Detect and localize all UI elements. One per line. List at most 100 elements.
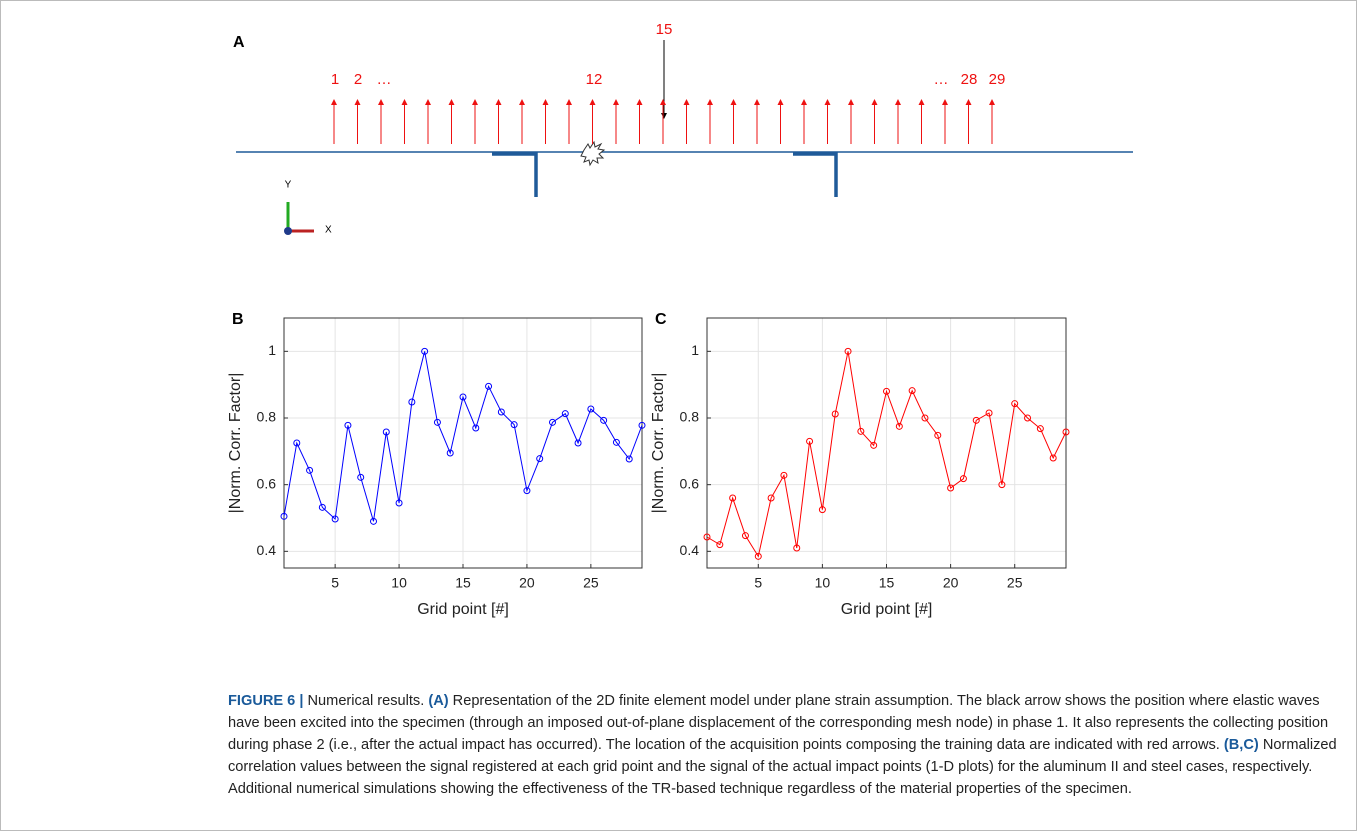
- data-point: [382, 428, 390, 436]
- data-point: [446, 449, 454, 457]
- support: [492, 152, 538, 197]
- data-point: [293, 439, 301, 447]
- axis-label: Y: [285, 180, 292, 191]
- data-point: [831, 410, 839, 418]
- data-point: [780, 471, 788, 479]
- data-point: [921, 414, 929, 422]
- arrow-label: 28: [961, 71, 978, 88]
- caption: FIGURE 6 | Numerical results. (A) Repres…: [228, 690, 1338, 800]
- data-point: [408, 398, 416, 406]
- data-point: [741, 532, 749, 540]
- x-tick-label: 15: [879, 575, 895, 591]
- arrow-label: 12: [586, 71, 603, 88]
- caption-segment: Numerical results.: [303, 693, 429, 709]
- data-point: [612, 438, 620, 446]
- data-point: [767, 494, 775, 502]
- data-point: [357, 473, 365, 481]
- data-point: [895, 422, 903, 430]
- data-point: [1049, 454, 1057, 462]
- x-axis-label: Grid point [#]: [417, 601, 509, 618]
- data-point: [370, 517, 377, 525]
- plot-frame: [283, 317, 643, 569]
- panel-label: C: [655, 311, 667, 328]
- arrow-label: 1: [331, 71, 339, 88]
- impact-label: 15: [656, 21, 673, 38]
- y-tick-label: 1: [268, 342, 276, 358]
- data-point: [844, 347, 852, 355]
- y-tick-label: 0.4: [257, 542, 277, 558]
- data-point: [433, 418, 441, 426]
- y-tick-label: 0.8: [680, 409, 700, 425]
- axis-label: X: [325, 225, 332, 236]
- y-tick-label: 0.4: [680, 542, 700, 558]
- data-line: [283, 351, 643, 522]
- data-point: [703, 533, 711, 541]
- data-point: [806, 437, 814, 445]
- caption-segment: Normalized correlation values between th…: [228, 737, 1337, 797]
- data-point: [729, 494, 737, 502]
- data-point: [625, 455, 633, 463]
- y-tick-label: 1: [691, 342, 699, 358]
- data-point: [395, 499, 403, 507]
- data-point: [934, 431, 942, 439]
- data-point: [587, 405, 595, 413]
- support: [793, 152, 838, 197]
- x-tick-label: 15: [455, 575, 471, 591]
- data-point: [459, 393, 467, 401]
- plot-frame: [706, 317, 1067, 569]
- data-point: [497, 408, 505, 416]
- data-point: [1036, 425, 1044, 433]
- data-point: [331, 515, 339, 523]
- data-point: [472, 424, 480, 432]
- x-tick-label: 5: [754, 575, 762, 591]
- x-tick-label: 20: [943, 575, 959, 591]
- data-point: [344, 421, 352, 429]
- x-tick-label: 20: [519, 575, 535, 591]
- data-point: [561, 410, 569, 418]
- y-axis-label: |Norm. Corr. Factor|: [650, 373, 667, 514]
- data-point: [985, 409, 993, 417]
- data-point: [870, 441, 878, 449]
- data-point: [638, 421, 646, 429]
- panel-label: B: [232, 311, 244, 328]
- caption-segment: (A): [428, 693, 449, 709]
- x-tick-label: 10: [815, 575, 831, 591]
- y-axis-label: |Norm. Corr. Factor|: [227, 373, 244, 514]
- data-point: [793, 544, 801, 552]
- data-point: [280, 512, 288, 520]
- y-tick-label: 0.6: [680, 475, 700, 491]
- data-point: [716, 541, 724, 549]
- data-point: [318, 503, 326, 511]
- x-tick-label: 5: [331, 575, 339, 591]
- data-point: [972, 416, 980, 424]
- data-point: [600, 416, 608, 424]
- data-point: [754, 552, 762, 560]
- data-point: [1011, 400, 1019, 408]
- arrow-label: …: [934, 71, 949, 88]
- data-point: [998, 481, 1006, 489]
- data-point: [485, 382, 493, 390]
- y-tick-label: 0.8: [257, 409, 277, 425]
- arrow-label: …: [377, 71, 392, 88]
- data-point: [549, 418, 556, 426]
- caption-segment: FIGURE 6 |: [228, 693, 304, 709]
- data-point: [1024, 414, 1032, 422]
- x-axis-label: Grid point [#]: [841, 601, 933, 618]
- data-point: [908, 387, 916, 395]
- data-point: [959, 475, 967, 483]
- y-tick-label: 0.6: [257, 475, 277, 491]
- impact-icon: [580, 140, 606, 167]
- data-point: [306, 466, 314, 474]
- data-point: [536, 455, 544, 463]
- x-tick-label: 25: [1007, 575, 1023, 591]
- axis-origin: [284, 227, 292, 235]
- x-tick-label: 10: [391, 575, 407, 591]
- data-point: [510, 421, 518, 429]
- data-point: [947, 484, 955, 492]
- panel-label: A: [233, 34, 245, 51]
- data-point: [818, 506, 826, 514]
- data-point: [1062, 428, 1070, 436]
- arrow-label: 2: [354, 71, 362, 88]
